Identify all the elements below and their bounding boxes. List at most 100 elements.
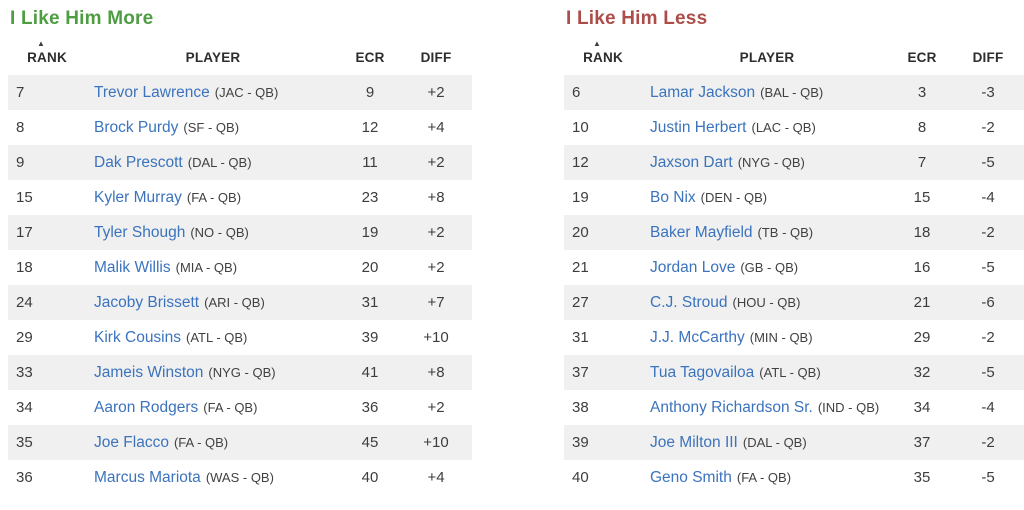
team-position-label: (FA - QB) [736,469,792,485]
column-header-diff[interactable]: DIFF [400,38,472,75]
diff-cell: -2 [981,118,995,136]
player-cell: Dak Prescott (DAL - QB) [86,145,340,180]
team-position-label: (MIA - QB) [175,259,238,275]
diff-cell: -5 [981,363,995,381]
ecr-cell: 15 [913,188,931,206]
rank-cell: 15 [16,188,33,206]
column-header-ecr[interactable]: ECR [892,38,952,75]
player-link[interactable]: Tyler Shough [94,223,186,241]
player-link[interactable]: Kirk Cousins [94,328,181,346]
diff-cell: -2 [981,433,995,451]
player-link[interactable]: Brock Purdy [94,118,179,136]
player-link[interactable]: J.J. McCarthy [650,328,745,346]
column-header-diff[interactable]: DIFF [952,38,1024,75]
diff-cell: +8 [427,363,445,381]
player-link[interactable]: Bo Nix [650,188,696,206]
player-row: 31 J.J. McCarthy (MIN - QB) 29 -2 [564,320,1024,355]
column-header-player[interactable]: PLAYER [642,38,892,75]
column-header-ecr[interactable]: ECR [340,38,400,75]
sort-ascending-icon: ▲ [592,39,602,48]
player-link[interactable]: Malik Willis [94,258,171,276]
ecr-cell: 7 [917,153,927,171]
player-link[interactable]: Joe Flacco [94,433,169,451]
ecr-cell: 3 [917,83,927,101]
player-row: 40 Geno Smith (FA - QB) 35 -5 [564,460,1024,495]
team-position-label: (ATL - QB) [186,329,248,345]
player-row: 37 Tua Tagovailoa (ATL - QB) 32 -5 [564,355,1024,390]
ecr-cell: 36 [361,398,379,416]
player-link[interactable]: Jordan Love [650,258,736,276]
player-row: 9 Dak Prescott (DAL - QB) 11 +2 [8,145,472,180]
header-row: ▲ RANK PLAYER ECR DIFF [8,38,472,75]
player-link[interactable]: Jaxson Dart [650,153,733,171]
ecr-cell: 35 [913,468,931,486]
column-header-player[interactable]: PLAYER [86,38,340,75]
rankings-table-more: ▲ RANK PLAYER ECR DIFF 7 Trevor Lawrence (… [8,38,472,495]
player-link[interactable]: Baker Mayfield [650,223,753,241]
player-row: 6 Lamar Jackson (BAL - QB) 3 -3 [564,75,1024,110]
column-header-rank-label: RANK [27,50,67,65]
column-header-ecr-label: ECR [907,50,937,65]
player-cell: Joe Milton III (DAL - QB) [642,425,892,460]
column-header-player-label: PLAYER [739,50,795,65]
rank-cell: 6 [572,83,581,101]
column-header-ecr-label: ECR [355,50,385,65]
diff-cell: -2 [981,328,995,346]
column-header-diff-label: DIFF [972,50,1004,65]
player-row: 29 Kirk Cousins (ATL - QB) 39 +10 [8,320,472,355]
rank-cell: 24 [16,293,33,311]
team-position-label: (NYG - QB) [737,154,805,170]
player-link[interactable]: Trevor Lawrence [94,83,210,101]
like-less-title: I Like Him Less [566,8,708,29]
ecr-cell: 23 [361,188,379,206]
player-cell: Malik Willis (MIA - QB) [86,250,340,285]
player-link[interactable]: Anthony Richardson Sr. [650,398,813,416]
player-link[interactable]: Geno Smith [650,468,732,486]
player-cell: Jordan Love (GB - QB) [642,250,892,285]
team-position-label: (FA - QB) [203,399,258,415]
player-link[interactable]: Jameis Winston [94,363,204,381]
player-link[interactable]: Lamar Jackson [650,83,756,101]
player-cell: Tyler Shough (NO - QB) [86,215,340,250]
player-cell: Anthony Richardson Sr. (IND - QB) [642,390,892,425]
column-header-rank[interactable]: ▲ RANK [8,38,86,75]
player-cell: Kyler Murray (FA - QB) [86,180,340,215]
ecr-cell: 8 [917,118,927,136]
rank-cell: 10 [572,118,589,136]
rank-cell: 38 [572,398,589,416]
rank-cell: 19 [572,188,589,206]
player-cell: Tua Tagovailoa (ATL - QB) [642,355,892,390]
player-link[interactable]: Marcus Mariota [94,468,201,486]
rank-cell: 9 [16,153,25,171]
ecr-cell: 20 [361,258,379,276]
team-position-label: (ARI - QB) [204,294,265,310]
player-link[interactable]: Joe Milton III [650,433,738,451]
diff-cell: -5 [981,258,995,276]
player-link[interactable]: Aaron Rodgers [94,398,199,416]
team-position-label: (TB - QB) [757,224,814,240]
rank-cell: 27 [572,293,589,311]
ecr-cell: 19 [361,223,379,241]
diff-cell: +2 [427,223,445,241]
header-row: ▲ RANK PLAYER ECR DIFF [564,38,1024,75]
player-row: 18 Malik Willis (MIA - QB) 20 +2 [8,250,472,285]
player-link[interactable]: C.J. Stroud [650,293,728,311]
player-link[interactable]: Dak Prescott [94,153,183,171]
player-link[interactable]: Tua Tagovailoa [650,363,755,381]
diff-cell: -6 [981,293,995,311]
player-cell: Marcus Mariota (WAS - QB) [86,460,340,495]
rank-cell: 7 [16,83,25,101]
ecr-cell: 41 [361,363,379,381]
column-header-rank[interactable]: ▲ RANK [564,38,642,75]
player-row: 38 Anthony Richardson Sr. (IND - QB) 34 -4 [564,390,1024,425]
player-link[interactable]: Jacoby Brissett [94,293,200,311]
player-link[interactable]: Kyler Murray [94,188,182,206]
player-row: 39 Joe Milton III (DAL - QB) 37 -2 [564,425,1024,460]
rank-cell: 35 [16,433,33,451]
ecr-cell: 39 [361,328,379,346]
rank-cell: 17 [16,223,33,241]
player-cell: J.J. McCarthy (MIN - QB) [642,320,892,355]
player-row: 36 Marcus Mariota (WAS - QB) 40 +4 [8,460,472,495]
player-link[interactable]: Justin Herbert [650,118,747,136]
like-more-table: I Like Him More ▲ RANK PLAYER ECR DIFF [8,8,472,495]
